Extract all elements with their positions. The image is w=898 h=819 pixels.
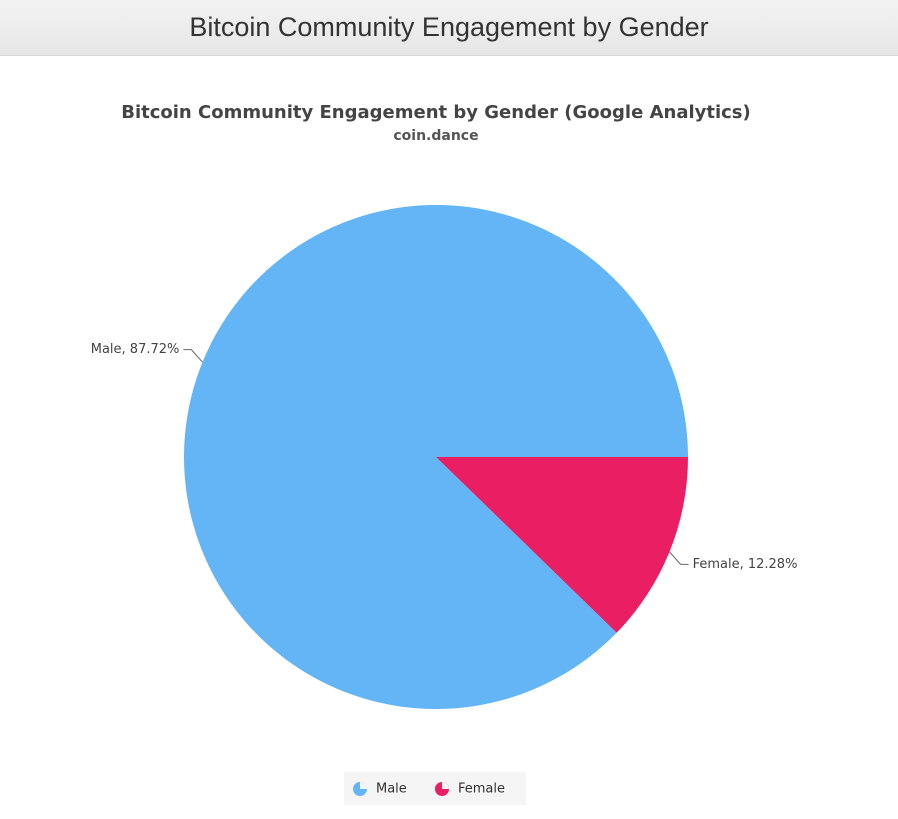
- legend-box: [344, 772, 526, 805]
- data-label: Female, 12.28%: [693, 557, 798, 572]
- legend-label[interactable]: Male: [376, 782, 407, 797]
- page-header: Bitcoin Community Engagement by Gender: [0, 0, 898, 56]
- connector: [669, 551, 689, 565]
- pie-slice: [436, 457, 688, 633]
- connector: [183, 349, 203, 363]
- data-label: Male, 87.72%: [91, 342, 180, 357]
- chart: Bitcoin Community Engagement by Gender (…: [91, 102, 798, 805]
- chart-title: Bitcoin Community Engagement by Gender (…: [121, 102, 751, 123]
- legend-icon-cut[interactable]: [360, 782, 367, 789]
- legend-icon-cut[interactable]: [442, 782, 449, 789]
- legend-label[interactable]: Female: [458, 782, 505, 797]
- chart-subtitle: coin.dance: [393, 128, 478, 144]
